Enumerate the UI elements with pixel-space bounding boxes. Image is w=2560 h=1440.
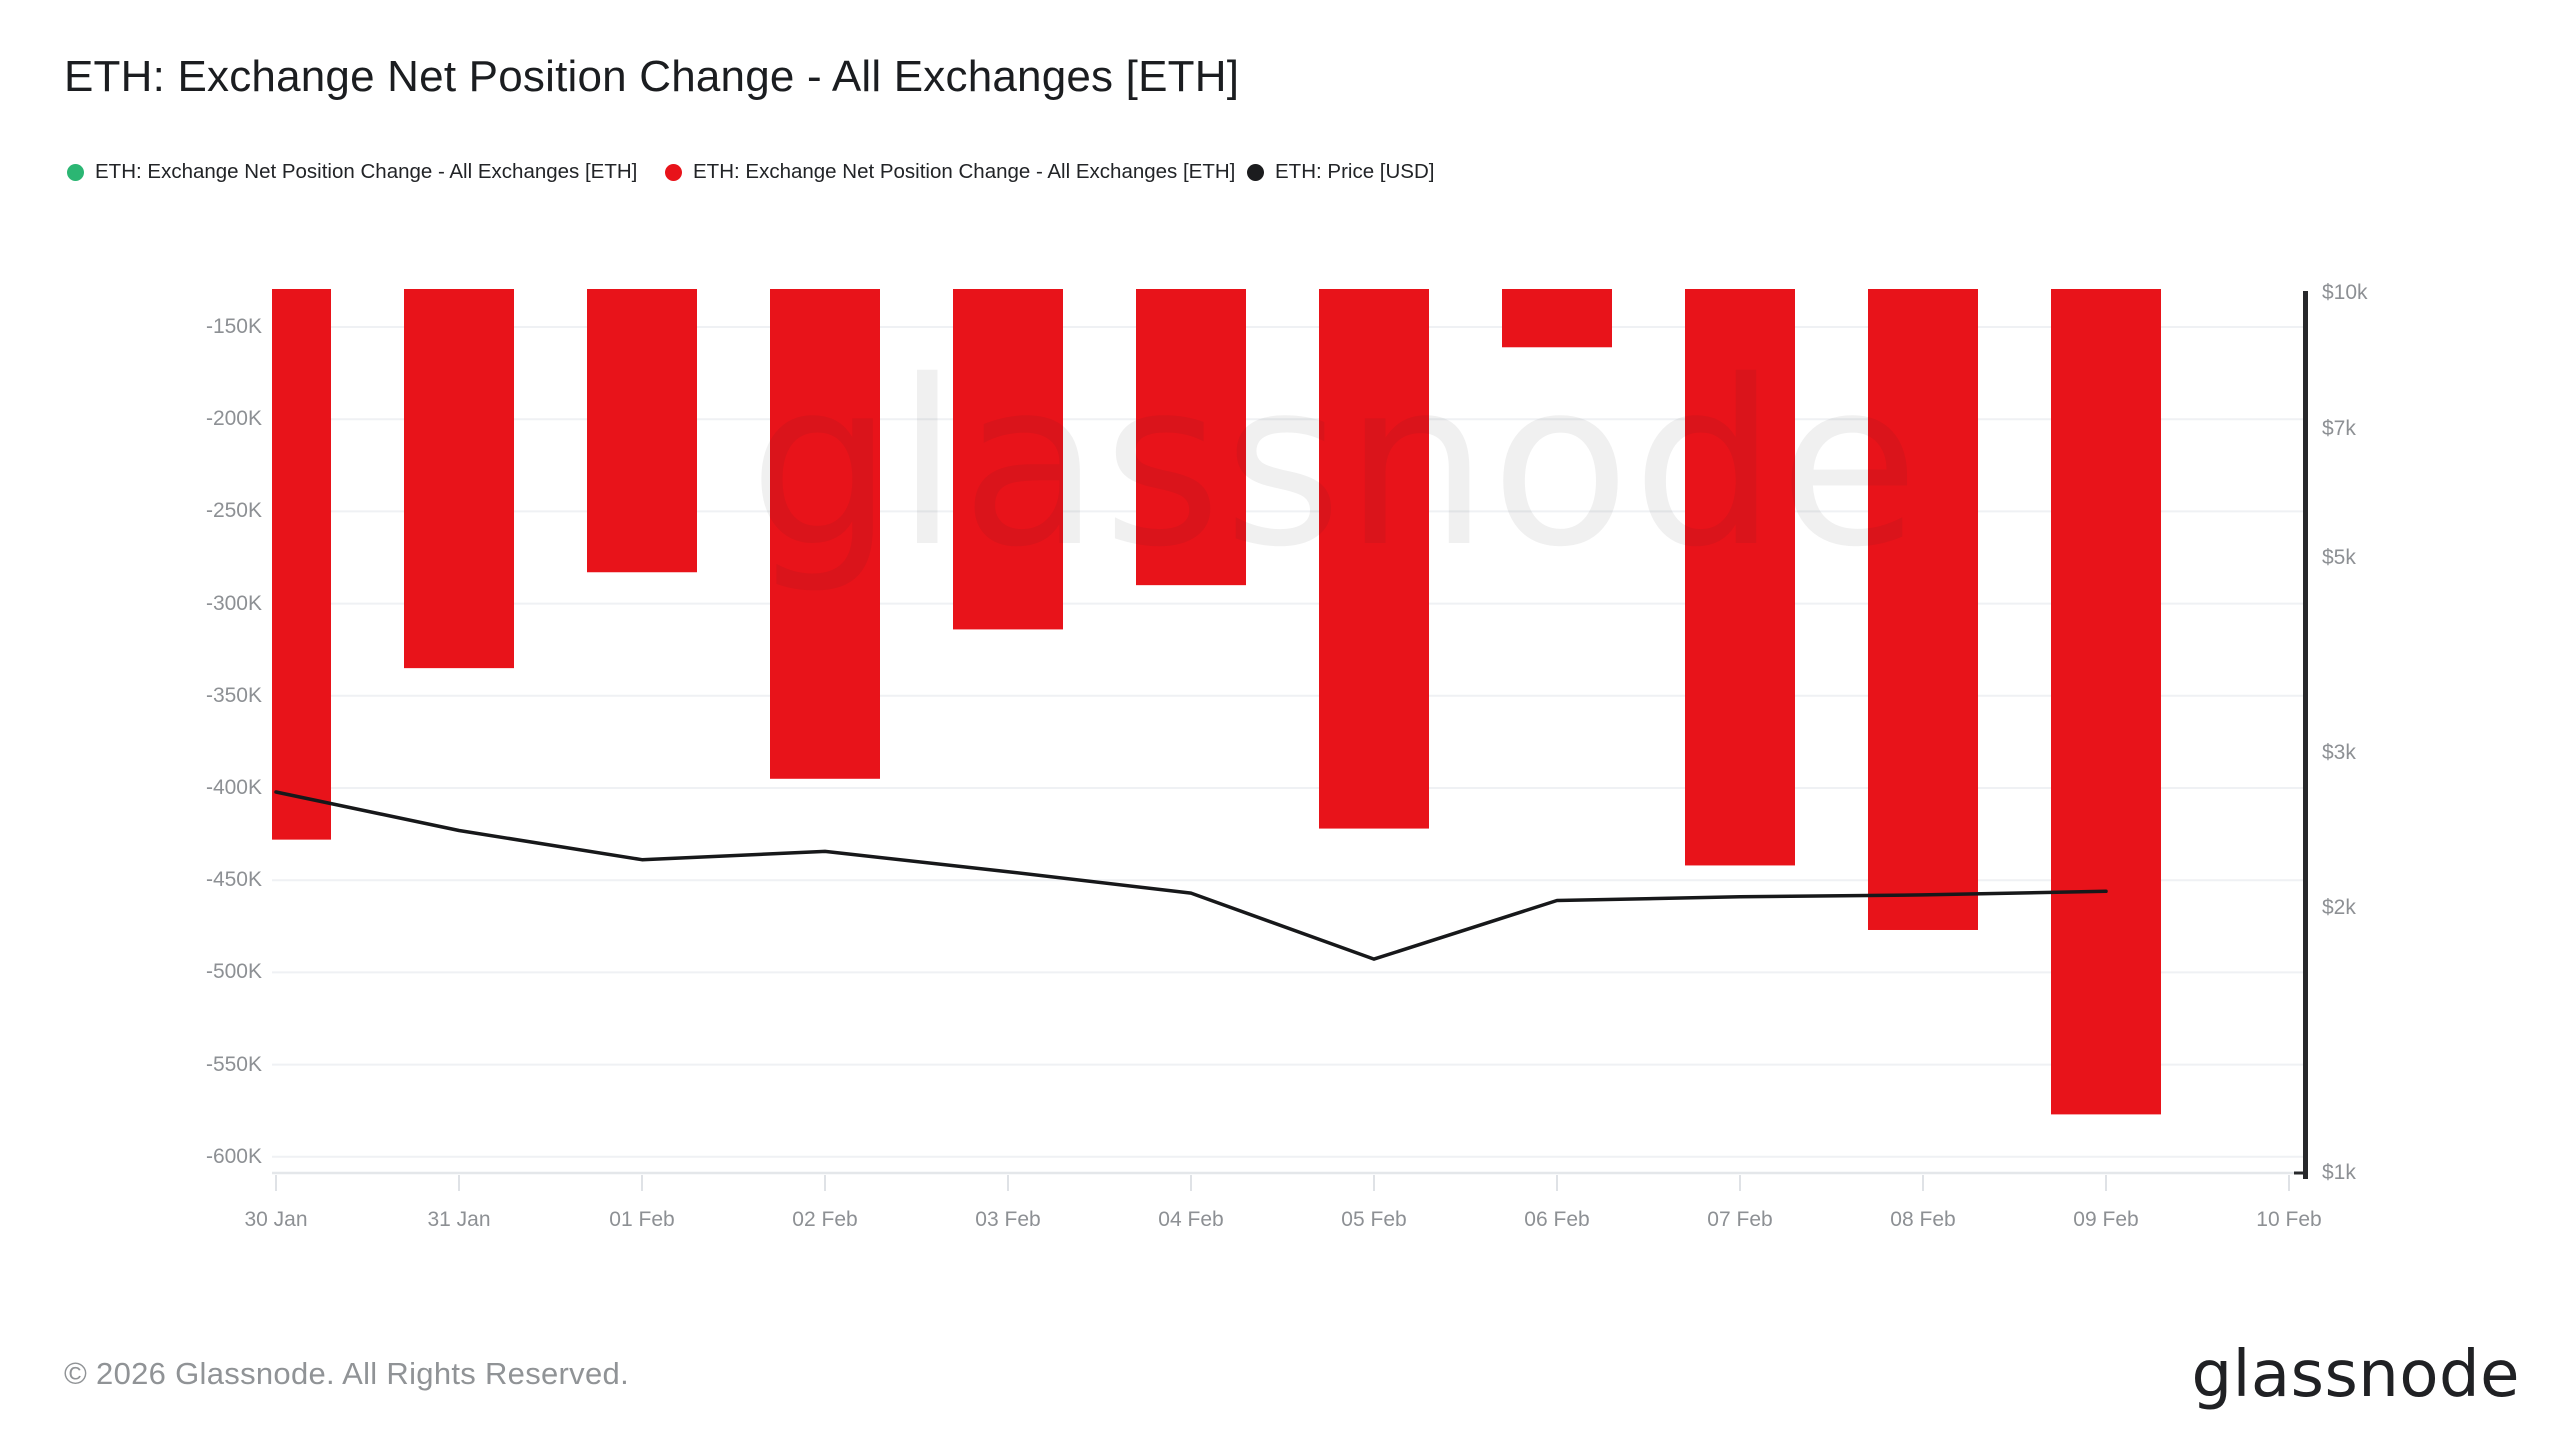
y-axis-left-tick: -450K bbox=[205, 868, 262, 891]
y-axis-left-tick: -200K bbox=[205, 407, 262, 430]
price-line bbox=[274, 790, 2108, 961]
bar-01-feb bbox=[587, 289, 697, 573]
x-axis-tick: 10 Feb bbox=[2256, 1208, 2322, 1231]
y-axis-left-tick: -500K bbox=[205, 960, 262, 983]
y-axis-right-tick: $1k bbox=[2322, 1161, 2356, 1184]
y-axis-right-tick: $5k bbox=[2322, 546, 2356, 569]
legend-item-net-position-negative[interactable]: ETH: Exchange Net Position Change - All … bbox=[665, 158, 1235, 186]
y-axis-left-tick: -300K bbox=[205, 592, 262, 615]
bar-30-jan bbox=[272, 289, 331, 840]
y-axis-left-tick: -600K bbox=[205, 1145, 262, 1168]
chart-title: ETH: Exchange Net Position Change - All … bbox=[64, 52, 1240, 101]
x-axis-tick: 30 Jan bbox=[244, 1208, 308, 1231]
x-axis-tick: 08 Feb bbox=[1890, 1208, 1956, 1231]
bar-02-feb bbox=[770, 289, 880, 779]
legend-dot-black bbox=[1247, 163, 1264, 181]
copyright-text: © 2026 Glassnode. All Rights Reserved. bbox=[64, 1356, 629, 1391]
legend-dot-green bbox=[67, 163, 84, 181]
y-axis-right-tick: $3k bbox=[2322, 741, 2356, 764]
x-axis-tick: 01 Feb bbox=[609, 1208, 675, 1231]
x-axis-tick: 06 Feb bbox=[1524, 1208, 1590, 1231]
bar-08-feb bbox=[1868, 289, 1978, 930]
legend-label: ETH: Price [USD] bbox=[1275, 160, 1435, 183]
x-axis-tick: 03 Feb bbox=[975, 1208, 1041, 1231]
x-axis-tick: 04 Feb bbox=[1158, 1208, 1224, 1231]
bar-03-feb bbox=[953, 289, 1063, 630]
bar-series bbox=[272, 289, 2161, 1115]
y-axis-left-tick: -150K bbox=[205, 315, 262, 338]
legend-item-net-position-positive[interactable]: ETH: Exchange Net Position Change - All … bbox=[67, 158, 637, 186]
y-axis-right-tick: $10k bbox=[2322, 281, 2368, 304]
x-axis-tick: 05 Feb bbox=[1341, 1208, 1407, 1231]
y-axis-right-tick: $2k bbox=[2322, 896, 2356, 919]
legend-label: ETH: Exchange Net Position Change - All … bbox=[693, 160, 1236, 183]
bar-31-jan bbox=[404, 289, 514, 669]
legend-label: ETH: Exchange Net Position Change - All … bbox=[95, 160, 638, 183]
glassnode-logo: glassnode bbox=[2191, 1338, 2520, 1412]
y-axis-left-tick: -350K bbox=[205, 684, 262, 707]
y-axis-left-tick: -400K bbox=[205, 776, 262, 799]
bar-06-feb bbox=[1502, 289, 1612, 348]
bar-04-feb bbox=[1136, 289, 1246, 586]
legend-dot-red bbox=[665, 163, 682, 181]
bar-09-feb bbox=[2051, 289, 2161, 1115]
y-axis-left-tick: -550K bbox=[205, 1053, 262, 1076]
bar-05-feb bbox=[1319, 289, 1429, 829]
x-axis-tick: 31 Jan bbox=[427, 1208, 491, 1231]
legend: ETH: Exchange Net Position Change - All … bbox=[0, 158, 2560, 186]
bar-07-feb bbox=[1685, 289, 1795, 866]
y-axis-right-tick: $7k bbox=[2322, 417, 2356, 440]
x-axis-tick: 09 Feb bbox=[2073, 1208, 2139, 1231]
y-axis-left-tick: -250K bbox=[205, 499, 262, 522]
legend-item-price[interactable]: ETH: Price [USD] bbox=[1247, 158, 1434, 186]
x-axis-tick: 02 Feb bbox=[792, 1208, 858, 1231]
x-axis-tick: 07 Feb bbox=[1707, 1208, 1773, 1231]
watermark: glassnode bbox=[749, 331, 1921, 597]
